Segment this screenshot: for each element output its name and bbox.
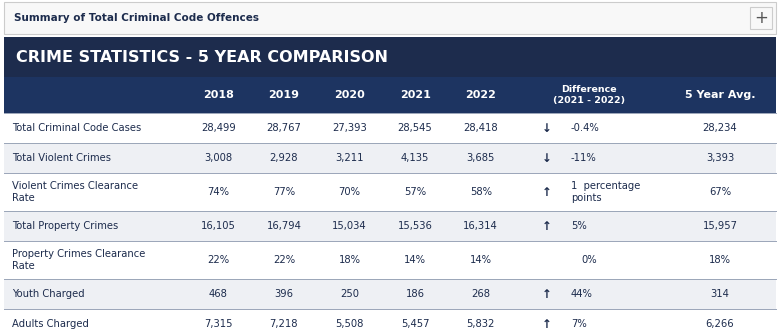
Bar <box>4 2 776 34</box>
Text: 468: 468 <box>209 289 228 299</box>
Bar <box>4 173 776 211</box>
Bar <box>4 279 776 309</box>
Text: Total Violent Crimes: Total Violent Crimes <box>12 153 111 163</box>
Text: 22%: 22% <box>273 255 295 265</box>
Bar <box>4 37 776 77</box>
Text: ↑: ↑ <box>541 185 551 198</box>
Text: 7,218: 7,218 <box>270 319 298 329</box>
Text: 70%: 70% <box>339 187 360 197</box>
Text: 57%: 57% <box>404 187 426 197</box>
Text: 5,508: 5,508 <box>335 319 363 329</box>
Text: 3,211: 3,211 <box>335 153 363 163</box>
Text: Violent Crimes Clearance
Rate: Violent Crimes Clearance Rate <box>12 181 138 203</box>
Text: 186: 186 <box>406 289 424 299</box>
Text: 4,135: 4,135 <box>401 153 429 163</box>
Text: 28,545: 28,545 <box>398 123 432 133</box>
Text: 18%: 18% <box>339 255 360 265</box>
Text: 7%: 7% <box>571 319 587 329</box>
Text: 58%: 58% <box>470 187 491 197</box>
Text: ↓: ↓ <box>541 122 551 135</box>
Text: 16,105: 16,105 <box>200 221 236 231</box>
Text: +: + <box>754 9 768 27</box>
Text: ↑: ↑ <box>541 219 551 232</box>
Text: 14%: 14% <box>470 255 491 265</box>
Text: 28,499: 28,499 <box>201 123 236 133</box>
Text: Total Property Crimes: Total Property Crimes <box>12 221 119 231</box>
Text: 2,928: 2,928 <box>270 153 298 163</box>
Text: Total Criminal Code Cases: Total Criminal Code Cases <box>12 123 141 133</box>
Text: 22%: 22% <box>207 255 229 265</box>
Text: 28,234: 28,234 <box>703 123 737 133</box>
Text: 5,457: 5,457 <box>401 319 429 329</box>
Text: Youth Charged: Youth Charged <box>12 289 84 299</box>
Text: 16,794: 16,794 <box>267 221 301 231</box>
Text: 74%: 74% <box>207 187 229 197</box>
Bar <box>4 211 776 241</box>
Text: 314: 314 <box>711 289 729 299</box>
Text: -0.4%: -0.4% <box>571 123 600 133</box>
Text: 67%: 67% <box>709 187 731 197</box>
Text: 2021: 2021 <box>399 90 431 100</box>
Text: 3,008: 3,008 <box>204 153 232 163</box>
Text: 2018: 2018 <box>203 90 234 100</box>
Text: ↑: ↑ <box>541 318 551 331</box>
Text: 15,957: 15,957 <box>703 221 738 231</box>
Text: 1  percentage
points: 1 percentage points <box>571 181 640 203</box>
Text: 44%: 44% <box>571 289 593 299</box>
Text: 5 Year Avg.: 5 Year Avg. <box>685 90 755 100</box>
Text: 2019: 2019 <box>268 90 300 100</box>
Text: 5%: 5% <box>571 221 587 231</box>
Text: 77%: 77% <box>273 187 295 197</box>
Text: 3,393: 3,393 <box>706 153 734 163</box>
Text: 0%: 0% <box>581 255 597 265</box>
Text: ↑: ↑ <box>541 288 551 301</box>
Text: 5,832: 5,832 <box>466 319 495 329</box>
Text: 16,314: 16,314 <box>463 221 498 231</box>
Text: Difference
(2021 - 2022): Difference (2021 - 2022) <box>553 85 625 105</box>
Text: 15,536: 15,536 <box>398 221 433 231</box>
Text: Adults Charged: Adults Charged <box>12 319 89 329</box>
Text: 7,315: 7,315 <box>204 319 232 329</box>
Text: CRIME STATISTICS - 5 YEAR COMPARISON: CRIME STATISTICS - 5 YEAR COMPARISON <box>16 49 388 64</box>
Text: 14%: 14% <box>404 255 426 265</box>
Bar <box>4 143 776 173</box>
Text: 27,393: 27,393 <box>332 123 367 133</box>
Bar <box>4 113 776 143</box>
Text: 28,767: 28,767 <box>267 123 301 133</box>
Bar <box>750 7 772 29</box>
Bar <box>4 309 776 334</box>
Text: 396: 396 <box>275 289 293 299</box>
Text: 28,418: 28,418 <box>463 123 498 133</box>
Text: 250: 250 <box>340 289 359 299</box>
Bar <box>4 77 776 113</box>
Text: -11%: -11% <box>571 153 597 163</box>
Text: ↓: ↓ <box>541 152 551 165</box>
Text: 3,685: 3,685 <box>466 153 495 163</box>
Text: 6,266: 6,266 <box>706 319 734 329</box>
Text: 268: 268 <box>471 289 490 299</box>
Bar <box>4 241 776 279</box>
Text: 2020: 2020 <box>334 90 365 100</box>
Text: 18%: 18% <box>709 255 731 265</box>
Text: 2022: 2022 <box>466 90 496 100</box>
Text: Summary of Total Criminal Code Offences: Summary of Total Criminal Code Offences <box>14 13 259 23</box>
Text: 15,034: 15,034 <box>332 221 367 231</box>
Text: Property Crimes Clearance
Rate: Property Crimes Clearance Rate <box>12 249 145 271</box>
